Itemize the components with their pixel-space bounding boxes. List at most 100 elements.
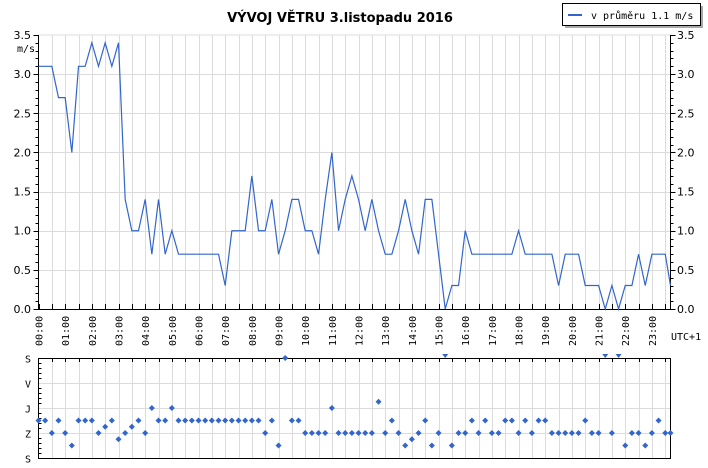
y-tick-label-right: 0.5 [677, 264, 695, 277]
y-tick-label-right: 2.0 [677, 146, 695, 159]
direction-data-point [182, 417, 189, 424]
direction-data-point [402, 442, 409, 449]
x-tick-label: 03:00 [115, 316, 126, 346]
direction-data-point [388, 417, 395, 424]
x-tick-label: 23:00 [648, 316, 659, 346]
direction-data-point [642, 442, 649, 449]
direction-data-point [228, 417, 235, 424]
direction-data-point [208, 417, 215, 424]
direction-data-point [608, 430, 615, 436]
direction-data-point [68, 442, 75, 449]
calm-marker [442, 354, 449, 358]
x-tick-label: 22:00 [621, 316, 632, 346]
chart-title: VÝVOJ VĚTRU 3.listopadu 2016 [227, 10, 453, 26]
direction-data-point [88, 417, 95, 424]
direction-tick-label: S [25, 355, 31, 366]
wind-speed-line [38, 40, 672, 312]
direction-tick-label: Z [25, 430, 31, 441]
direction-data-point [328, 405, 335, 411]
y-tick-label-right: 1.5 [677, 186, 695, 199]
direction-data-point [142, 430, 149, 436]
direction-data-point [375, 398, 382, 405]
direction-data-point [135, 417, 142, 424]
x-tick-label: 18:00 [515, 316, 526, 346]
timezone-label: UTC+1 [671, 332, 701, 343]
direction-data-point [275, 442, 282, 449]
direction-data-point [475, 430, 482, 436]
direction-data-point [655, 417, 662, 424]
direction-data-point [522, 417, 529, 424]
direction-data-point [342, 430, 349, 436]
direction-data-point [508, 417, 515, 424]
y-axis-unit-label: m/s [17, 44, 35, 55]
direction-data-point [555, 430, 562, 436]
direction-data-point [62, 430, 69, 436]
x-tick-label: 07:00 [221, 316, 232, 346]
direction-data-point [322, 430, 329, 436]
direction-data-point [348, 430, 355, 436]
direction-data-point [235, 417, 242, 424]
y-tick-label-left: 0.0 [14, 303, 32, 316]
y-tick-label-left: 0.5 [14, 264, 32, 277]
direction-data-point [308, 430, 315, 436]
x-tick-label: 20:00 [568, 316, 579, 346]
direction-data-point [242, 417, 249, 424]
calm-marker [602, 354, 609, 358]
legend-box [562, 3, 701, 26]
direction-data-point [622, 442, 629, 449]
direction-data-point [355, 430, 362, 436]
direction-data-point [528, 430, 535, 436]
direction-data-point [462, 430, 469, 436]
calm-marker [615, 354, 622, 358]
y-tick-label-left: 1.0 [14, 225, 32, 238]
direction-data-point [428, 442, 435, 449]
direction-data-point [302, 430, 309, 436]
y-tick-label-left: 3.5 [14, 29, 32, 42]
direction-data-point [108, 417, 115, 424]
direction-data-point [155, 417, 162, 424]
direction-data-point [122, 430, 129, 436]
x-tick-label: 11:00 [328, 316, 339, 346]
direction-data-point [35, 417, 42, 424]
direction-data-point [395, 430, 402, 436]
x-tick-label: 02:00 [88, 316, 99, 346]
direction-data-point [448, 442, 455, 449]
direction-panel-frame [38, 358, 671, 459]
legend-label: v průměru 1.1 m/s [591, 10, 693, 22]
x-tick-label: 00:00 [35, 316, 46, 346]
legend: v průměru 1.1 m/s [562, 3, 703, 28]
y-tick-label-left: 1.5 [14, 186, 32, 199]
direction-data-point [55, 417, 62, 424]
y-tick-label-left: 2.0 [14, 146, 32, 159]
direction-data-point [628, 430, 635, 436]
direction-data-point [368, 430, 375, 436]
direction-data-point [102, 423, 109, 430]
direction-data-point [222, 417, 229, 424]
direction-data-point [662, 430, 669, 436]
direction-data-point [148, 405, 155, 411]
x-tick-label: 08:00 [248, 316, 259, 346]
direction-data-point [667, 430, 674, 436]
direction-data-point [255, 417, 262, 424]
direction-data-point [335, 430, 342, 436]
direction-data-point [482, 417, 489, 424]
x-tick-label: 10:00 [301, 316, 312, 346]
x-tick-label: 15:00 [435, 316, 446, 346]
direction-data-point [468, 417, 475, 424]
direction-data-point [115, 436, 122, 443]
direction-data-point [262, 430, 269, 436]
direction-data-point [162, 417, 169, 424]
direction-data-point [435, 430, 442, 436]
direction-data-point [495, 430, 502, 436]
y-tick-label-left: 2.5 [14, 107, 32, 120]
direction-data-point [408, 436, 415, 443]
y-tick-label-right: 3.0 [677, 68, 695, 81]
y-tick-label-left: 3.0 [14, 68, 32, 81]
x-tick-label: 13:00 [381, 316, 392, 346]
direction-data-point [215, 417, 222, 424]
direction-data-point [488, 430, 495, 436]
direction-data-point [82, 417, 89, 424]
x-tick-label: 09:00 [275, 316, 286, 346]
y-tick-label-right: 0.0 [677, 303, 695, 316]
